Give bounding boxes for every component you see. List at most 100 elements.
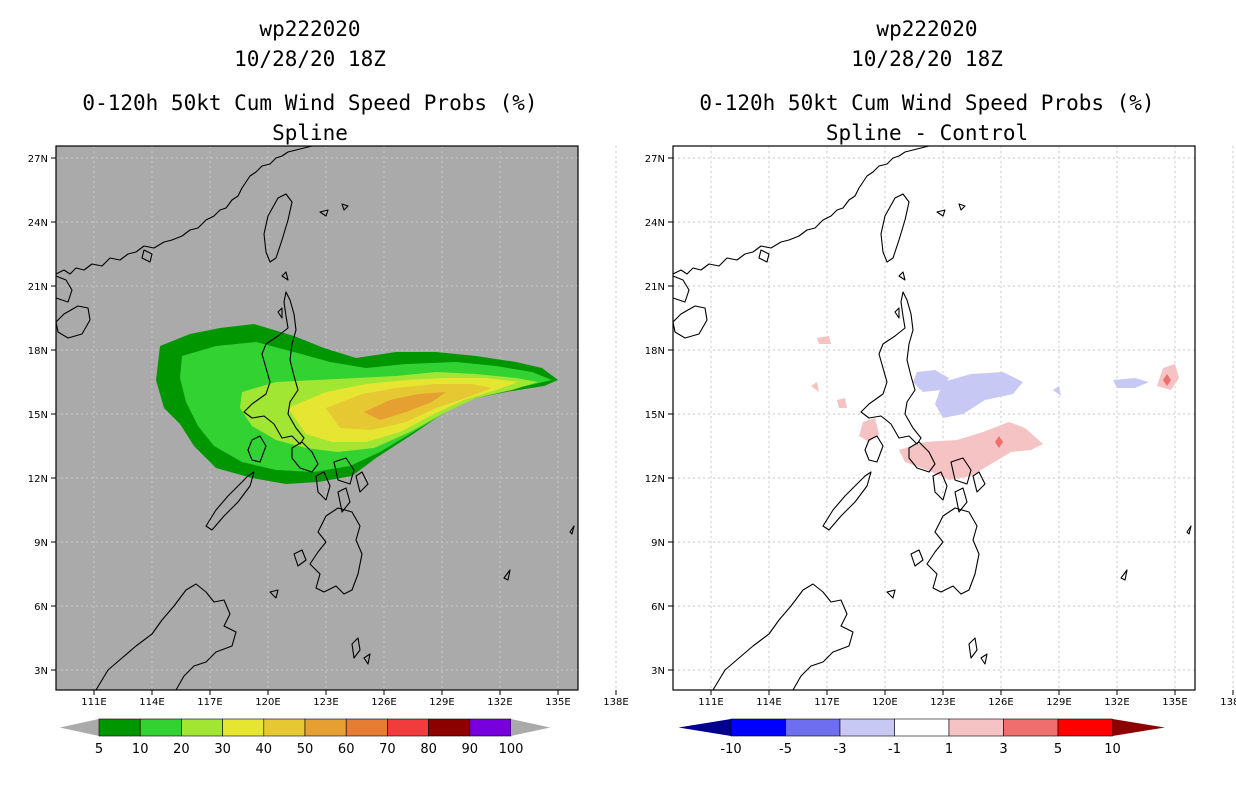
- lon-tick-label: 138E: [1220, 697, 1236, 708]
- lat-tick-label: 12N: [28, 474, 48, 485]
- lon-tick-label: 126E: [988, 697, 1013, 708]
- lat-tick-label: 21N: [645, 282, 665, 293]
- colorbar-label: -10: [720, 742, 741, 757]
- right-product: 0-120h 50kt Cum Wind Speed Probs (%): [699, 91, 1155, 115]
- lon-tick-label: 132E: [487, 697, 512, 708]
- colorbar-swatch: [139, 718, 182, 737]
- left-datetime: 10/28/20 18Z: [234, 47, 386, 71]
- diff-pos-area: [837, 398, 847, 408]
- right-storm-id: wp222020: [876, 17, 978, 41]
- colorbar-swatch: [730, 718, 786, 737]
- left-axis-ticks: 111E 114E 117E 120E 123E 126E 129E 132E 135E 138E…: [28, 154, 629, 708]
- left-map-frame: [55, 145, 579, 691]
- right-subtitle: Spline - Control: [825, 121, 1029, 145]
- colorbar-label: -5: [779, 742, 792, 757]
- lon-tick-label: 114E: [756, 697, 781, 708]
- lat-tick-label: 12N: [645, 474, 665, 485]
- lat-tick-label: 21N: [28, 282, 48, 293]
- lon-tick-label: 138E: [603, 697, 628, 708]
- prob-band-50: [364, 392, 446, 420]
- lon-tick-label: 135E: [1162, 697, 1187, 708]
- lat-tick-label: 15N: [28, 410, 48, 421]
- colorbar-over-arrow: [1112, 719, 1165, 736]
- colorbar-under-arrow: [59, 719, 99, 736]
- lat-tick-label: 6N: [651, 602, 665, 613]
- colorbar-swatch: [1057, 718, 1113, 737]
- lon-tick-label: 129E: [1046, 697, 1071, 708]
- right-map-panel: 111E 114E 117E 120E 123E 126E 129E 132E 135E 138E…: [645, 145, 1236, 708]
- colorbar-label: 20: [173, 742, 190, 757]
- lat-tick-label: 18N: [28, 346, 48, 357]
- lon-tick-label: 129E: [429, 697, 454, 708]
- colorbar-label: 30: [214, 742, 231, 757]
- colorbar-label: 90: [462, 742, 479, 757]
- lat-tick-label: 27N: [645, 154, 665, 165]
- diff-pos-core: [995, 436, 1003, 448]
- colorbar-label: -3: [834, 742, 847, 757]
- colorbar-swatch: [181, 718, 223, 737]
- lat-tick-label: 18N: [645, 346, 665, 357]
- right-map-background: [673, 146, 1195, 690]
- diff-neg-area: [935, 372, 1023, 418]
- colorbar-label: 70: [379, 742, 396, 757]
- colorbar-swatch: [222, 718, 265, 737]
- lat-tick-label: 6N: [34, 602, 48, 613]
- colorbar-label: 5: [1054, 742, 1062, 757]
- right-map-frame: [672, 145, 1196, 691]
- left-title: wp222020 10/28/20 18Z 0-120h 50kt Cum Wi…: [30, 14, 590, 148]
- colorbar-label: 5: [95, 742, 103, 757]
- colorbar-label: 10: [132, 742, 149, 757]
- right-axis-ticks: 111E 114E 117E 120E 123E 126E 129E 132E 135E 138E…: [645, 154, 1236, 708]
- colorbar-label: 100: [499, 742, 524, 757]
- left-storm-id: wp222020: [259, 17, 361, 41]
- diff-neg-area: [1113, 378, 1149, 388]
- colorbar-swatch: [839, 718, 895, 737]
- colorbar-label: 40: [256, 742, 273, 757]
- left-probability-field: [156, 324, 558, 484]
- left-subtitle: Spline: [272, 121, 348, 145]
- colorbar-swatch: [98, 718, 141, 737]
- colorbar-label: 3: [999, 742, 1007, 757]
- colorbar-label: 50: [297, 742, 314, 757]
- lon-tick-label: 123E: [313, 697, 338, 708]
- colorbar-swatch: [263, 718, 306, 737]
- lat-tick-label: 9N: [34, 538, 48, 549]
- lon-tick-label: 126E: [371, 697, 396, 708]
- lon-tick-label: 123E: [930, 697, 955, 708]
- diff-pos-area: [899, 422, 1043, 480]
- lon-tick-label: 111E: [81, 697, 106, 708]
- colorbar-label: 80: [420, 742, 437, 757]
- colorbar-swatch: [1003, 718, 1059, 737]
- diff-pos-area: [811, 382, 819, 392]
- diff-neg-area: [913, 370, 949, 392]
- lon-tick-label: 120E: [872, 697, 897, 708]
- colorbar-swatch: [304, 718, 347, 737]
- colorbar-label: -1: [888, 742, 901, 757]
- lon-tick-label: 117E: [814, 697, 839, 708]
- colorbar-label: 1: [945, 742, 953, 757]
- lat-tick-label: 24N: [28, 218, 48, 229]
- colorbar-over-arrow: [511, 719, 551, 736]
- lon-tick-label: 111E: [698, 697, 723, 708]
- right-difference-field: [811, 336, 1179, 480]
- colorbar-label: 10: [1104, 742, 1121, 757]
- lat-tick-label: 27N: [28, 154, 48, 165]
- colorbar-swatch: [428, 718, 471, 737]
- colorbar-swatch: [948, 718, 1004, 737]
- colorbar-swatch: [345, 718, 388, 737]
- colorbar-swatch: [469, 718, 512, 737]
- lon-tick-label: 117E: [197, 697, 222, 708]
- right-datetime: 10/28/20 18Z: [851, 47, 1003, 71]
- right-colorbar: -10 -5 -3 -1 1 3 5 10: [678, 718, 1165, 757]
- lat-tick-label: 3N: [651, 666, 665, 677]
- diff-pos-area: [859, 418, 879, 442]
- colorbar-swatch: [894, 718, 950, 737]
- lon-tick-label: 132E: [1104, 697, 1129, 708]
- diff-neg-area: [1053, 386, 1061, 396]
- left-map-panel: 111E 114E 117E 120E 123E 126E 129E 132E 135E 138E…: [28, 145, 629, 708]
- left-colorbar: 5 10 20 30 40 50 60 70 80 90 100: [59, 718, 551, 757]
- left-product: 0-120h 50kt Cum Wind Speed Probs (%): [82, 91, 538, 115]
- lat-tick-label: 24N: [645, 218, 665, 229]
- colorbar-swatch: [785, 718, 841, 737]
